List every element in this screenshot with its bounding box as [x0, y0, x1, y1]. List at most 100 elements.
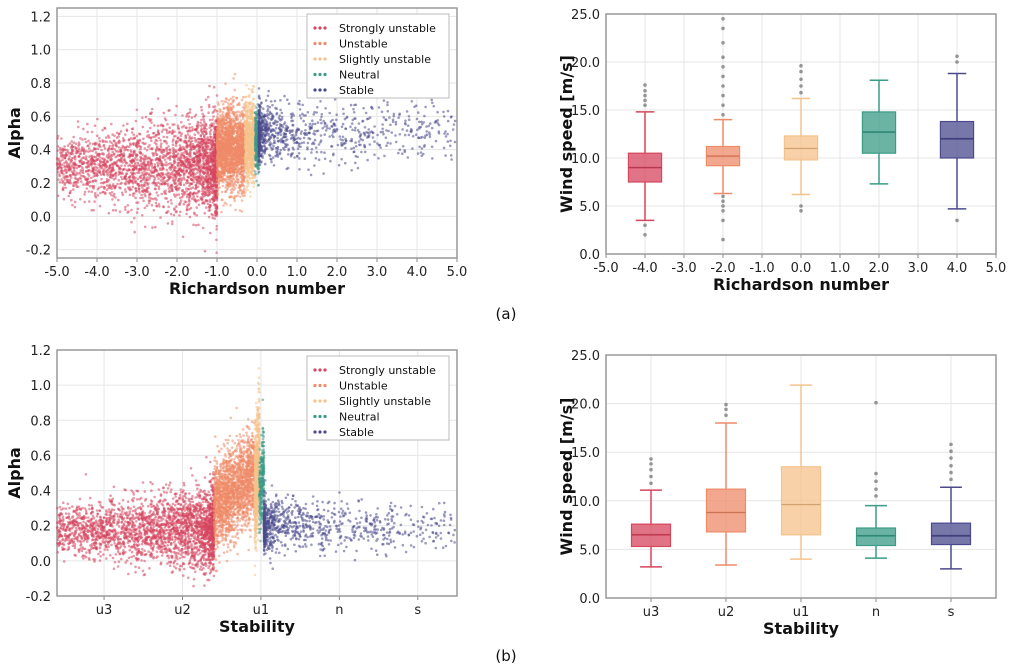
scatter-point	[199, 174, 202, 178]
scatter-point	[237, 192, 240, 195]
scatter-point	[122, 139, 125, 143]
scatter-point	[147, 166, 151, 169]
scatter-point	[226, 164, 230, 167]
scatter-point	[62, 169, 66, 173]
scatter-point	[63, 145, 66, 148]
scatter-point	[202, 167, 206, 170]
scatter-point	[140, 193, 143, 197]
scatter-point	[150, 121, 153, 124]
scatter-point	[102, 181, 106, 184]
x-tick-label: 0.0	[247, 265, 268, 280]
scatter-point	[60, 178, 63, 181]
scatter-point	[171, 189, 174, 192]
scatter-point	[204, 98, 208, 101]
scatter-point	[95, 158, 98, 161]
scatter-point	[199, 134, 203, 137]
scatter-point	[236, 165, 239, 168]
scatter-point	[179, 158, 182, 162]
scatter-point	[118, 141, 121, 145]
scatter-point	[96, 147, 100, 150]
scatter-point	[214, 195, 217, 199]
scatter-point	[233, 72, 237, 76]
scatter-point	[128, 142, 132, 145]
scatter-point	[137, 184, 140, 187]
scatter-point	[182, 173, 186, 177]
scatter-point	[154, 149, 158, 153]
scatter-point	[212, 176, 215, 180]
scatter-point	[196, 191, 199, 195]
y-tick-label: 0.2	[30, 177, 51, 192]
scatter-point	[96, 194, 100, 197]
scatter-point	[151, 226, 154, 229]
scatter-point	[111, 166, 114, 170]
scatter-point	[116, 182, 119, 186]
scatter-point	[232, 112, 235, 115]
scatter-point	[208, 84, 211, 88]
scatter-point	[141, 171, 144, 174]
scatter-point	[132, 133, 135, 137]
scatter-point	[104, 166, 107, 170]
scatter-point	[92, 158, 95, 162]
scatter-point	[204, 206, 208, 209]
scatter-point	[87, 150, 90, 153]
scatter-point	[94, 143, 97, 146]
scatter-point	[243, 95, 247, 99]
scatter-point	[86, 181, 89, 184]
scatter-point	[152, 132, 155, 135]
scatter-point	[110, 141, 113, 145]
scatter-point	[222, 169, 226, 173]
scatter-point	[146, 178, 149, 182]
scatter-point	[190, 158, 193, 161]
scatter-point	[236, 103, 239, 107]
scatter-point	[222, 116, 225, 119]
scatter-point	[149, 126, 152, 130]
scatter-point	[173, 207, 176, 210]
scatter-point	[141, 186, 144, 189]
scatter-point	[113, 203, 116, 207]
scatter-point	[128, 193, 132, 197]
scatter-point	[201, 185, 205, 188]
scatter-point	[144, 194, 147, 198]
scatter-point	[239, 172, 242, 176]
scatter-point	[148, 178, 151, 181]
scatter-point	[136, 201, 140, 204]
scatter-point	[215, 94, 219, 97]
scatter-point	[174, 150, 178, 154]
scatter-point	[173, 154, 177, 157]
scatter-point	[220, 170, 223, 174]
scatter-point	[176, 158, 180, 161]
scatter-point	[114, 149, 118, 153]
scatter-point	[94, 195, 98, 199]
scatter-point	[190, 145, 193, 149]
scatter-point	[221, 113, 224, 116]
scatter-point	[152, 170, 156, 173]
scatter-point	[107, 156, 110, 160]
scatter-point	[225, 202, 228, 206]
scatter-point	[99, 191, 102, 195]
scatter-point	[198, 149, 202, 152]
scatter-point	[126, 145, 129, 148]
scatter-point	[133, 136, 136, 140]
scatter-point	[195, 214, 198, 217]
scatter-point	[119, 130, 123, 133]
scatter-point	[203, 249, 207, 253]
scatter-point	[173, 159, 176, 163]
scatter-point	[179, 180, 182, 183]
scatter-point	[145, 188, 148, 192]
scatter-point	[231, 163, 234, 166]
x-axis-label: Richardson number	[169, 279, 345, 298]
scatter-point	[238, 189, 242, 192]
scatter-point	[57, 159, 61, 163]
scatter-point	[127, 182, 131, 185]
scatter-point	[239, 152, 242, 156]
scatter-point	[127, 138, 131, 141]
scatter-point	[128, 176, 131, 179]
scatter-point	[161, 156, 165, 159]
scatter-point	[194, 167, 198, 170]
scatter-point	[201, 195, 205, 198]
scatter-point	[165, 142, 169, 145]
scatter-point	[218, 174, 221, 177]
scatter-point	[184, 134, 187, 137]
scatter-point	[150, 164, 154, 168]
scatter-point	[206, 183, 209, 187]
